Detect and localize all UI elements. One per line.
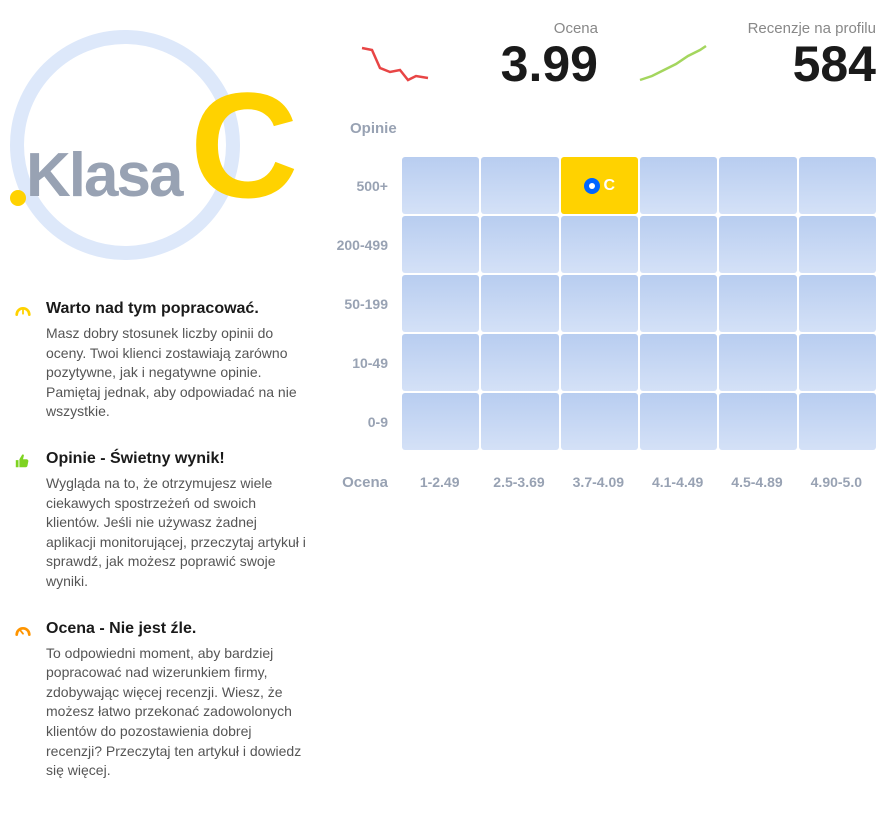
info-title: Ocena - Nie jest źle. (46, 620, 310, 638)
matrix-cell (402, 393, 479, 450)
info-desc: Masz dobry stosunek liczby opinii do oce… (46, 324, 310, 422)
grade-badge: Klasa C (10, 20, 310, 260)
matrix-cell (799, 334, 876, 391)
info-title: Warto nad tym popracować. (46, 300, 310, 318)
right-column: Ocena 3.99 Recenzje na profilu 584 Opini… (320, 0, 896, 813)
matrix-cell (561, 334, 638, 391)
stat-reviews: Recenzje na profilu 584 (638, 20, 876, 90)
info-item-overall: Warto nad tym popracować. Masz dobry sto… (14, 300, 310, 422)
matrix-col-label: 4.90-5.0 (797, 474, 876, 491)
matrix-grid: 500+ C 200-49950-19910-490-9 (320, 157, 876, 450)
matrix-cell (719, 275, 796, 332)
matrix-col-label: 2.5-3.69 (479, 474, 558, 491)
grade-dot-decor (10, 190, 26, 206)
matrix-x-axis-title: Ocena (320, 474, 400, 491)
matrix-y-axis-title: Opinie (320, 120, 876, 137)
matrix-cell (640, 157, 717, 214)
matrix-row-label: 10-49 (320, 334, 400, 391)
stat-label: Recenzje na profilu (718, 20, 876, 37)
gauge-icon (14, 622, 32, 781)
matrix-cell (481, 216, 558, 273)
matrix-cell (402, 216, 479, 273)
stat-text: Ocena 3.99 (440, 20, 598, 89)
matrix-col-label: 4.5-4.89 (717, 474, 796, 491)
stat-rating: Ocena 3.99 (360, 20, 598, 90)
matrix-col-label: 1-2.49 (400, 474, 479, 491)
matrix-cell (799, 275, 876, 332)
matrix-cell (719, 334, 796, 391)
sparkline-rating-icon (360, 40, 430, 90)
matrix-cell (719, 216, 796, 273)
info-list: Warto nad tym popracować. Masz dobry sto… (10, 300, 310, 781)
grade-letter: C (190, 70, 298, 220)
grade-prefix: Klasa (26, 140, 181, 211)
matrix-cell (640, 216, 717, 273)
matrix-chart: Opinie 500+ C 200-49950-19910-490-9 Ocena1… (320, 120, 876, 491)
matrix-cell (640, 275, 717, 332)
matrix-row-label: 500+ (320, 157, 400, 214)
matrix-cell (402, 275, 479, 332)
highlight-letter: C (604, 177, 616, 195)
matrix-cell (481, 275, 558, 332)
gauge-icon (14, 302, 32, 422)
matrix-cell (719, 157, 796, 214)
info-body: Opinie - Świetny wynik! Wygląda na to, ż… (46, 450, 310, 592)
stat-value: 3.99 (440, 39, 598, 89)
stat-label: Ocena (440, 20, 598, 37)
info-body: Ocena - Nie jest źle. To odpowiedni mome… (46, 620, 310, 781)
info-desc: To odpowiedni moment, aby bardziej popra… (46, 644, 310, 781)
thumbs-up-icon (14, 452, 32, 592)
info-title: Opinie - Świetny wynik! (46, 450, 310, 468)
matrix-cell: C (561, 157, 638, 214)
matrix-cell (481, 157, 558, 214)
info-body: Warto nad tym popracować. Masz dobry sto… (46, 300, 310, 422)
matrix-cell (402, 157, 479, 214)
info-desc: Wygląda na to, że otrzymujesz wiele ciek… (46, 474, 310, 592)
matrix-cell (561, 393, 638, 450)
matrix-cell (561, 216, 638, 273)
dashboard-container: Klasa C Warto nad tym popracować. Masz d… (0, 0, 896, 813)
matrix-row-label: 200-499 (320, 216, 400, 273)
matrix-col-label: 4.1-4.49 (638, 474, 717, 491)
matrix-cell (640, 393, 717, 450)
matrix-cell (481, 334, 558, 391)
stats-row: Ocena 3.99 Recenzje na profilu 584 (320, 20, 876, 90)
left-column: Klasa C Warto nad tym popracować. Masz d… (0, 0, 320, 813)
matrix-cell (799, 157, 876, 214)
matrix-cell (561, 275, 638, 332)
stat-value: 584 (718, 39, 876, 89)
highlight-marker-icon (584, 178, 600, 194)
matrix-row-label: 0-9 (320, 393, 400, 450)
matrix-cell (799, 216, 876, 273)
matrix-cell (481, 393, 558, 450)
sparkline-reviews-icon (638, 40, 708, 90)
matrix-cell (799, 393, 876, 450)
stat-text: Recenzje na profilu 584 (718, 20, 876, 89)
info-item-rating: Ocena - Nie jest źle. To odpowiedni mome… (14, 620, 310, 781)
matrix-x-labels: Ocena1-2.492.5-3.693.7-4.094.1-4.494.5-4… (320, 474, 876, 491)
matrix-cell (640, 334, 717, 391)
matrix-cell (719, 393, 796, 450)
matrix-cell (402, 334, 479, 391)
matrix-col-label: 3.7-4.09 (559, 474, 638, 491)
info-item-reviews: Opinie - Świetny wynik! Wygląda na to, ż… (14, 450, 310, 592)
matrix-row-label: 50-199 (320, 275, 400, 332)
